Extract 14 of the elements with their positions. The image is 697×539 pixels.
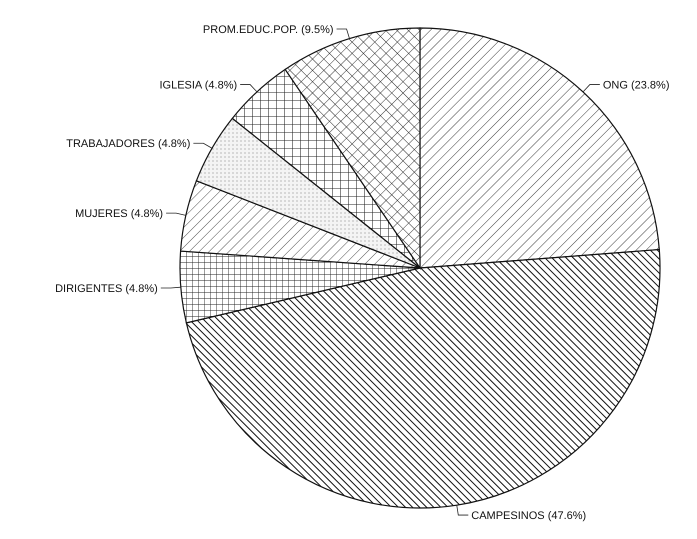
slice-label: PROM.EDUC.POP. — [202, 24, 298, 36]
data-label: (4.8%) — [204, 79, 238, 92]
data-label: (9.5%) — [301, 24, 334, 36]
slice-label: TRABAJADORES — [66, 138, 155, 150]
data-label: (23.8%) — [630, 79, 670, 92]
data-label: (47.6%) — [548, 510, 586, 522]
slice-label: IGLESIA — [159, 79, 203, 92]
slice-label: DIRIGENTES — [55, 282, 122, 295]
data-label: (4.8%) — [125, 282, 158, 295]
slice-label: MUJERES — [75, 208, 128, 220]
data-label: (4.8%) — [130, 208, 164, 220]
slice-label: ONG — [602, 79, 628, 92]
slice-label: CAMPESINOS — [471, 510, 545, 522]
data-label: (4.8%) — [158, 138, 190, 150]
